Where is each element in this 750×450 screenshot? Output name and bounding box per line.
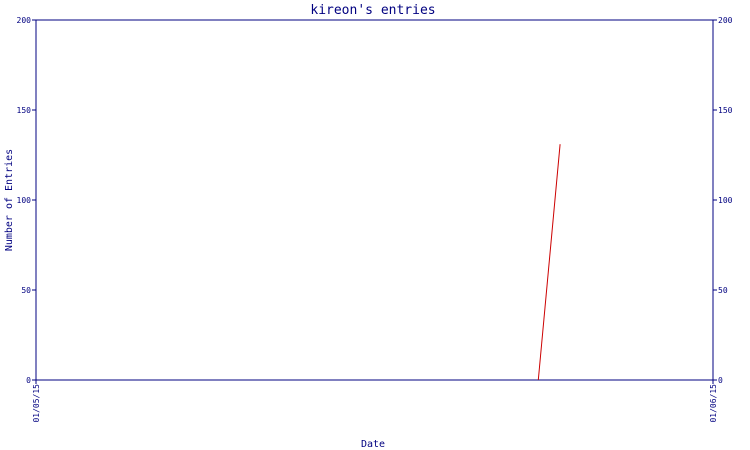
y-tick-label-right: 100 [718, 196, 733, 205]
x-tick-label: 01/05/15 [32, 384, 41, 423]
x-tick-label: 01/06/15 [709, 384, 718, 423]
y-axis-label: Number of Entries [4, 149, 15, 251]
y-tick-label-right: 0 [718, 376, 723, 385]
y-tick-label-left: 50 [21, 286, 31, 295]
y-tick-label-left: 200 [17, 16, 32, 25]
y-tick-label-right: 50 [718, 286, 728, 295]
plot-area [35, 19, 714, 381]
x-axis: 01/05/15 01/06/15 [32, 380, 718, 423]
series-line [537, 144, 561, 381]
y-tick-label-right: 150 [718, 106, 733, 115]
y-tick-label-right: 200 [718, 16, 733, 25]
y-tick-label-left: 100 [17, 196, 32, 205]
y-tick-label-left: 150 [17, 106, 32, 115]
y-axis-right: 0 50 100 150 200 [713, 16, 733, 385]
y-tick-label-left: 0 [26, 376, 31, 385]
chart-title: kireon's entries [310, 3, 435, 18]
series-layer [537, 144, 561, 381]
y-axis-left: 0 50 100 150 200 [17, 16, 36, 385]
x-axis-label: Date [361, 439, 385, 450]
